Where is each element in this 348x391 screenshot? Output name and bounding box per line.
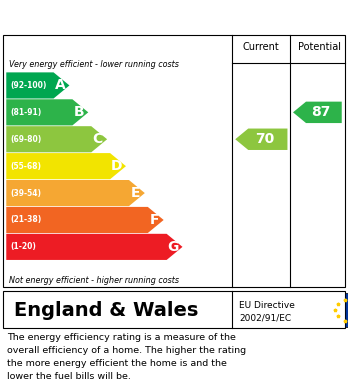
Text: (1-20): (1-20)	[10, 242, 36, 251]
Text: EU Directive: EU Directive	[239, 301, 295, 310]
Text: (69-80): (69-80)	[10, 135, 42, 144]
Polygon shape	[6, 126, 107, 152]
Text: (81-91): (81-91)	[10, 108, 42, 117]
Text: (21-38): (21-38)	[10, 215, 42, 224]
Text: England & Wales: England & Wales	[14, 301, 198, 319]
Text: 2002/91/EC: 2002/91/EC	[239, 314, 292, 323]
Text: Current: Current	[243, 43, 280, 52]
Bar	[345, 293, 348, 327]
Text: G: G	[167, 240, 179, 254]
Text: B: B	[73, 105, 84, 119]
Text: (55-68): (55-68)	[10, 161, 41, 170]
Polygon shape	[6, 72, 70, 99]
Text: (39-54): (39-54)	[10, 188, 41, 197]
Polygon shape	[293, 102, 342, 123]
Polygon shape	[6, 207, 164, 233]
Text: Energy Efficiency Rating: Energy Efficiency Rating	[10, 7, 239, 25]
Polygon shape	[6, 234, 182, 260]
Polygon shape	[6, 153, 126, 179]
Text: Very energy efficient - lower running costs: Very energy efficient - lower running co…	[9, 61, 179, 70]
Text: C: C	[93, 132, 103, 146]
Text: Potential: Potential	[298, 43, 341, 52]
Text: F: F	[149, 213, 159, 227]
Text: (92-100): (92-100)	[10, 81, 47, 90]
Text: Not energy efficient - higher running costs: Not energy efficient - higher running co…	[9, 276, 179, 285]
Text: A: A	[55, 79, 65, 92]
Polygon shape	[6, 180, 145, 206]
Polygon shape	[235, 129, 287, 150]
Text: The energy efficiency rating is a measure of the
overall efficiency of a home. T: The energy efficiency rating is a measur…	[7, 333, 246, 380]
Text: 70: 70	[256, 132, 275, 146]
Text: D: D	[111, 159, 122, 173]
Text: 87: 87	[311, 105, 331, 119]
Text: E: E	[130, 186, 140, 200]
Polygon shape	[6, 99, 88, 126]
